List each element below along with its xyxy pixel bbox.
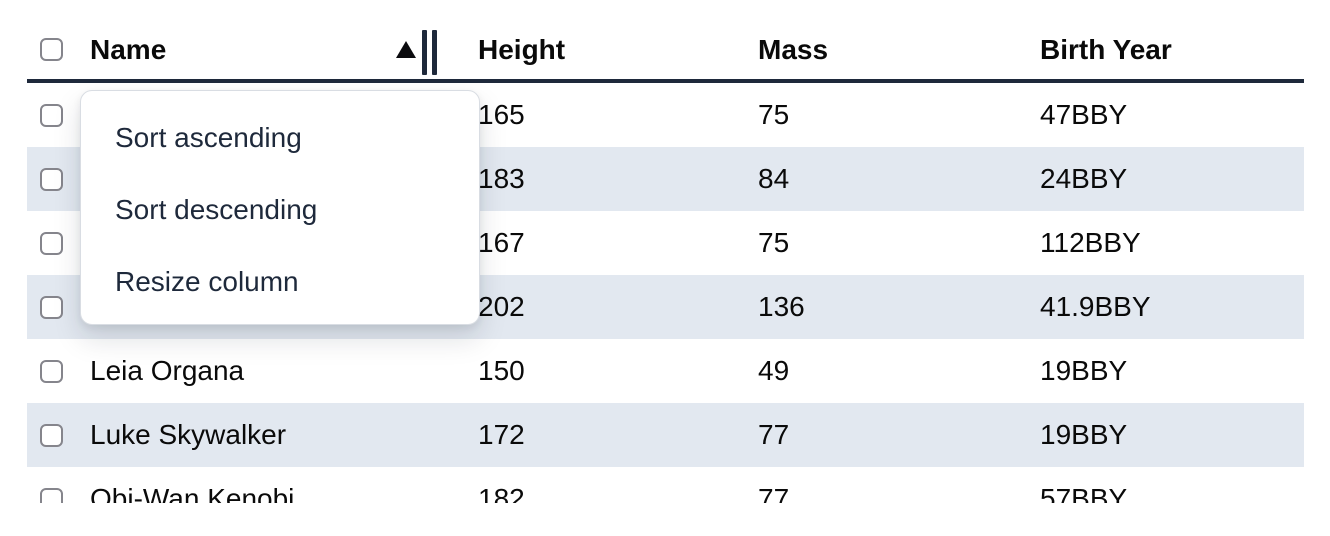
cell-birth-year: 112BBY (1040, 227, 1141, 258)
sort-ascending-icon (396, 41, 416, 58)
row-checkbox-cell (27, 487, 90, 503)
cell-name: Luke Skywalker (90, 419, 287, 450)
cell-height: 167 (478, 227, 525, 258)
row-checkbox-cell (27, 295, 90, 319)
menu-item-sort-ascending[interactable]: Sort ascending (115, 122, 302, 153)
cell-birth-year: 47BBY (1040, 99, 1128, 130)
select-all-cell (27, 38, 90, 61)
row-checkbox[interactable] (40, 231, 63, 255)
cell-height: 150 (478, 355, 525, 386)
menu-item-sort-descending[interactable]: Sort descending (115, 194, 318, 225)
cell-mass: 49 (758, 355, 790, 386)
column-header-name[interactable]: Name (90, 20, 441, 79)
column-header-height[interactable]: Height (478, 33, 566, 65)
row-checkbox-cell (27, 167, 90, 191)
column-header-mass[interactable]: Mass (758, 33, 829, 65)
column-context-menu: Sort ascending Sort descending Resize co… (80, 90, 480, 325)
cell-height: 172 (478, 419, 525, 450)
cell-name: Leia Organa (90, 355, 245, 386)
cell-height: 202 (478, 291, 525, 322)
cell-birth-year: 19BBY (1040, 355, 1128, 386)
cell-mass: 75 (758, 227, 790, 258)
cell-mass: 77 (758, 419, 790, 450)
row-checkbox[interactable] (40, 359, 63, 383)
select-all-checkbox[interactable] (40, 38, 63, 61)
cell-mass: 136 (758, 291, 805, 322)
row-checkbox[interactable] (40, 423, 63, 447)
row-checkbox[interactable] (40, 295, 63, 319)
table-row: Leia Organa 150 49 19BBY (27, 339, 1304, 403)
row-checkbox-cell (27, 359, 90, 383)
cell-height: 182 (478, 483, 525, 503)
cell-birth-year: 19BBY (1040, 419, 1128, 450)
table-row: Obi-Wan Kenobi 182 77 57BBY (27, 467, 1304, 503)
cell-height: 165 (478, 99, 525, 130)
row-checkbox[interactable] (40, 103, 63, 127)
row-checkbox-cell (27, 423, 90, 447)
column-header-name-label: Name (90, 33, 167, 65)
table-header-row: Name Height Mass Birth Year (27, 0, 1304, 83)
cell-birth-year: 57BBY (1040, 483, 1128, 503)
cell-birth-year: 24BBY (1040, 163, 1128, 194)
cell-mass: 84 (758, 163, 790, 194)
cell-mass: 77 (758, 483, 790, 503)
cell-mass: 75 (758, 99, 790, 130)
table-row: Luke Skywalker 172 77 19BBY (27, 403, 1304, 467)
row-checkbox[interactable] (40, 167, 63, 191)
row-checkbox-cell (27, 231, 90, 255)
row-checkbox[interactable] (40, 487, 63, 503)
menu-item-resize-column[interactable]: Resize column (115, 266, 299, 297)
column-resize-handle[interactable] (422, 30, 437, 75)
cell-name: Obi-Wan Kenobi (90, 483, 295, 503)
cell-height: 183 (478, 163, 525, 194)
row-checkbox-cell (27, 103, 90, 127)
cell-birth-year: 41.9BBY (1040, 291, 1151, 322)
column-header-birth-year[interactable]: Birth Year (1040, 33, 1172, 65)
